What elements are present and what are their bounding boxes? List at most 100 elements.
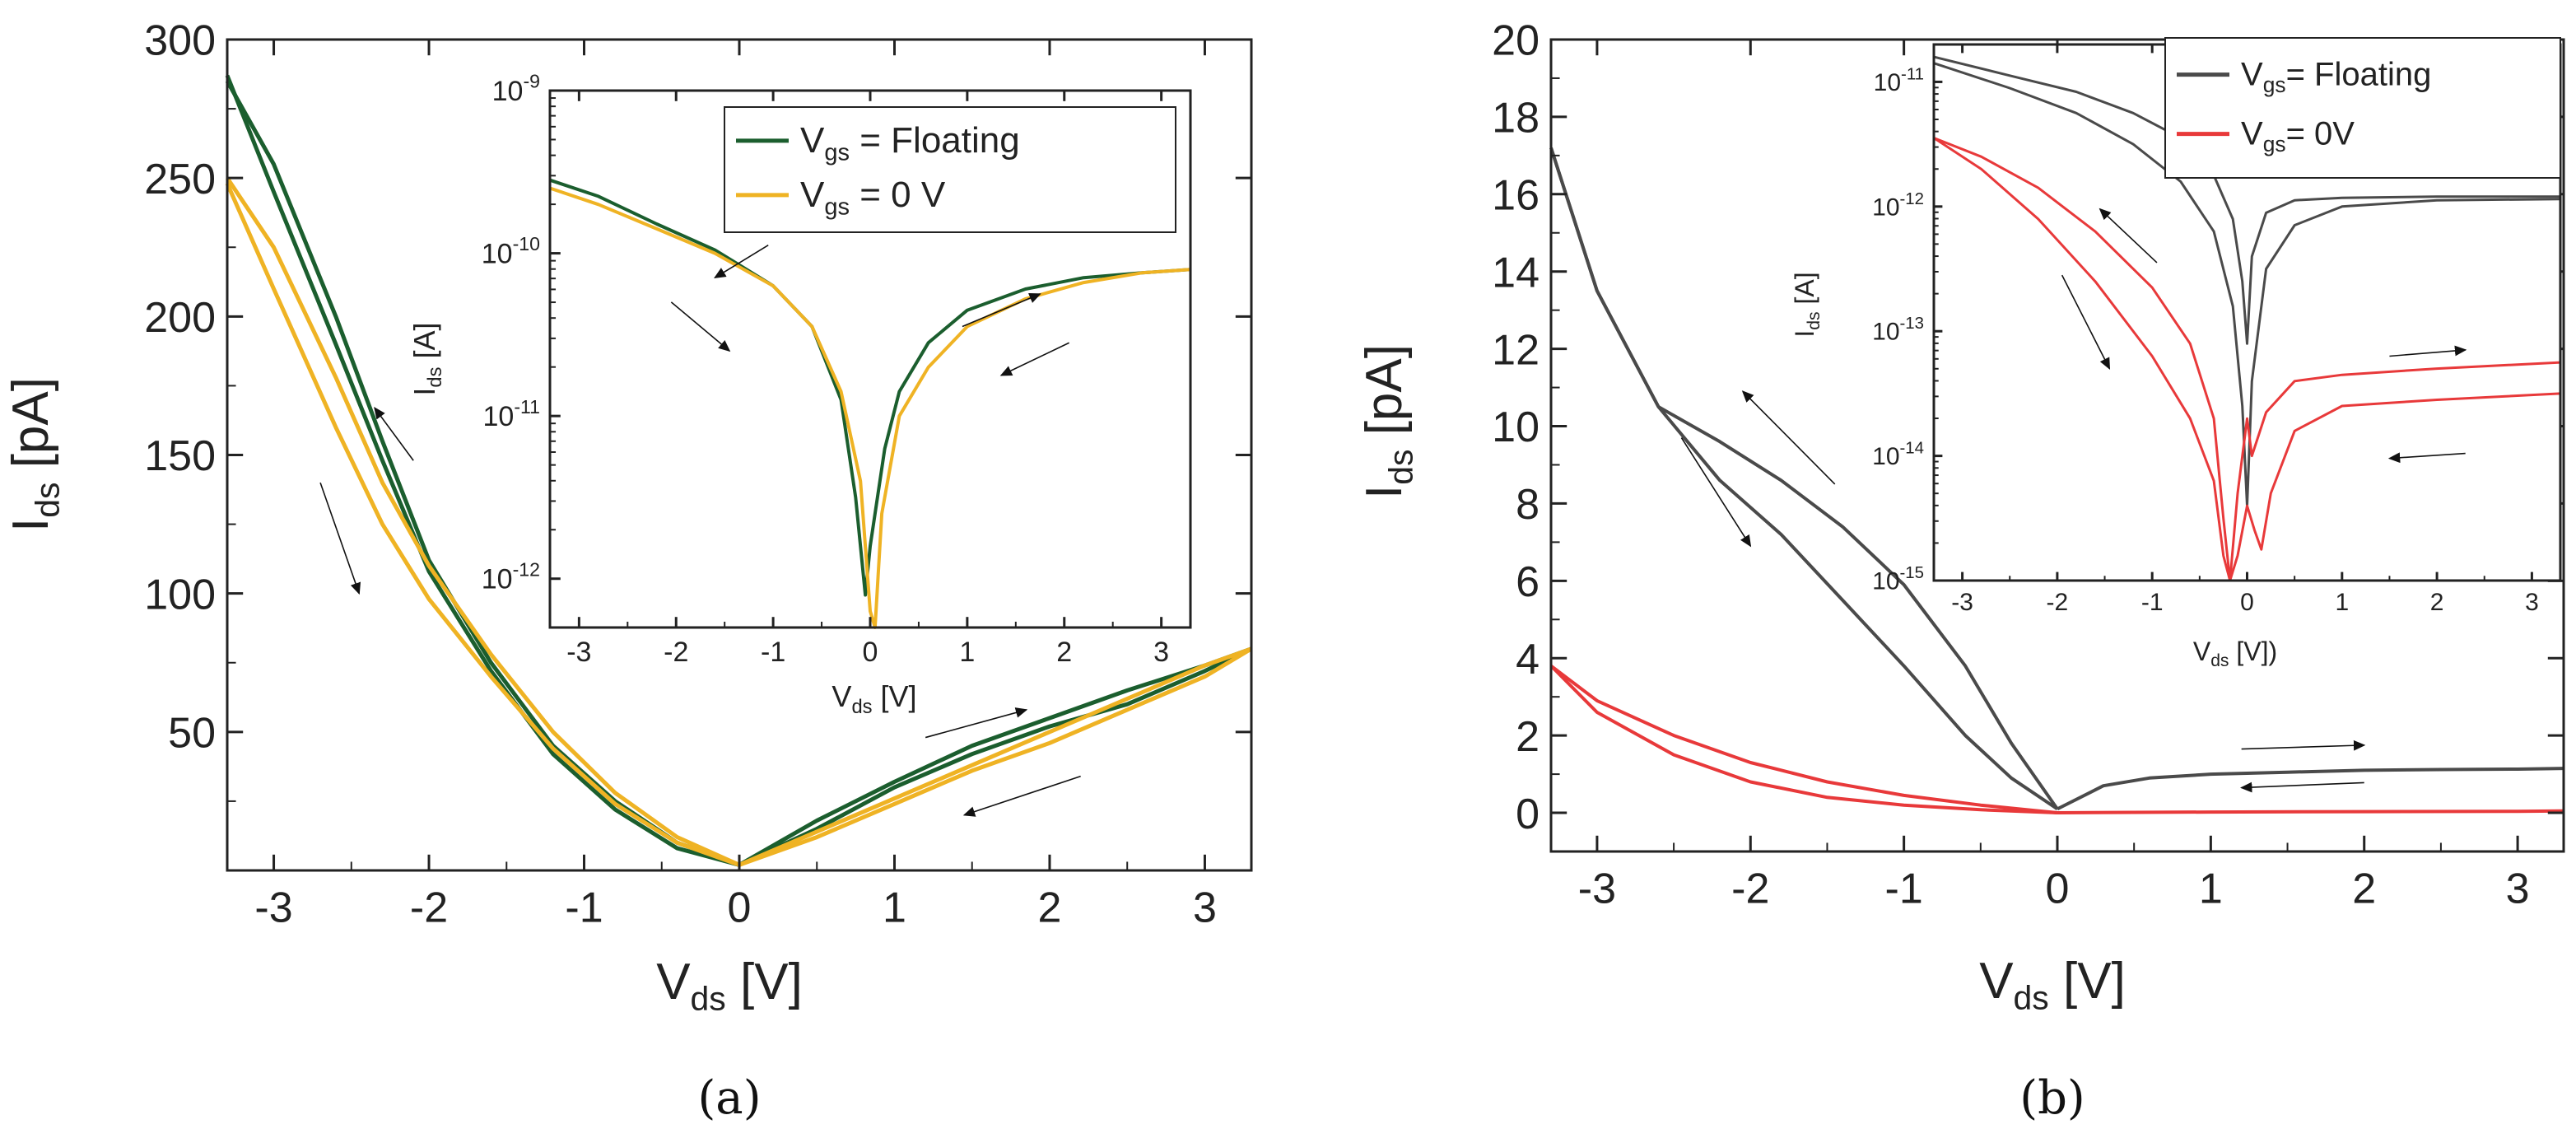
a-main-xtick-label-4: 1 <box>883 884 906 931</box>
b-main-xlabel-unit: [V] <box>2049 953 2126 1010</box>
a-inset-ylabel-unit: [A] <box>408 322 441 366</box>
a-main-arrow-3 <box>962 775 1081 817</box>
a-inset-xtick-label-4: 1 <box>959 637 975 668</box>
b-main-ytick-label-2: 4 <box>1516 636 1540 683</box>
b-main-ytick-label-6: 12 <box>1492 326 1540 374</box>
caption-a: (a) <box>697 1071 761 1125</box>
b-main-ytick-label-0: 0 <box>1516 791 1540 838</box>
a-inset-xlabel-sub: ds <box>851 696 872 718</box>
a-main-arrow-2 <box>925 707 1028 739</box>
a-main-xtick-label-0: -3 <box>254 884 292 931</box>
a-inset-ylabel-sub: ds <box>424 366 446 387</box>
b-main-xtick-label-2: -1 <box>1885 865 1923 912</box>
b-inset-ytick-exp-1: -14 <box>1900 440 1924 458</box>
a-inset-xtick-label-5: 2 <box>1056 637 1072 668</box>
a-main-xtick-label-1: -2 <box>410 884 448 931</box>
b-inset-ytick-exp-4: -11 <box>1901 65 1924 83</box>
b-main-ytick-label-4: 8 <box>1516 481 1540 529</box>
b-inset-ytick-exp-3: -12 <box>1900 190 1924 208</box>
a-main-series-3 <box>225 176 741 867</box>
b-main-series-1 <box>1549 147 2059 810</box>
a-inset-legend-main-0: V <box>800 120 825 161</box>
a-inset-arrow-0 <box>714 245 769 279</box>
a-inset-xtick-label-3: 0 <box>863 637 878 668</box>
b-inset-xlabel-sub: ds <box>2210 651 2229 670</box>
a-main-ytick-label-1: 100 <box>144 571 216 618</box>
a-inset-ytick-label-0: 10-12 <box>482 558 540 595</box>
a-main-ylabel-unit: [pA] <box>2 377 59 483</box>
a-inset-xlabel-unit: [V] <box>873 679 917 713</box>
a-inset-legend <box>724 106 1176 233</box>
b-main-xlabel-sub: ds <box>2014 979 2049 1017</box>
a-main-ylabel: Ids [pA] <box>2 377 67 532</box>
b-inset-xtick-label-2: -1 <box>2141 589 2164 616</box>
a-inset-ytick-exp-2: -10 <box>513 233 540 254</box>
a-inset-xtick-label-1: -2 <box>664 637 688 668</box>
a-inset-ytick-base-2: 10 <box>482 238 513 269</box>
a-inset-ylabel-main: I <box>408 388 441 396</box>
b-inset-ytick-base-0: 10 <box>1872 568 1899 595</box>
a-inset-ytick-base-1: 10 <box>482 401 514 432</box>
a-inset-legend-rest-1: = 0 V <box>850 175 946 215</box>
a-main-ylabel-sub: ds <box>29 483 67 518</box>
a-main-xlabel-unit: [V] <box>726 954 803 1010</box>
b-main-ytick-label-5: 10 <box>1492 404 1540 451</box>
b-main-xtick-label-0: -3 <box>1578 865 1616 912</box>
a-inset-xlabel: Vds [V] <box>831 679 916 718</box>
a-inset-xtick-label-6: 3 <box>1153 637 1169 668</box>
a-main-ytick-label-5: 300 <box>144 17 216 65</box>
a-inset-legend-sub-1: gs <box>824 194 850 221</box>
a-main-xlabel-sub: ds <box>691 980 726 1018</box>
a-inset-ytick-exp-1: -11 <box>514 396 540 418</box>
a-main-xtick-label-6: 3 <box>1193 884 1217 931</box>
a-main-series-0 <box>225 74 740 867</box>
b-inset-xlabel: Vds [V]) <box>2193 637 2277 670</box>
b-inset-xtick-label-4: 1 <box>2335 589 2349 616</box>
b-main-ylabel-main: I <box>1356 485 1413 499</box>
b-inset-ylabel-sub: ds <box>1805 311 1824 329</box>
a-main-xlabel: Vds [V] <box>656 954 803 1018</box>
a-main-xtick-label-2: -1 <box>565 884 603 931</box>
a-main-arrow-1 <box>319 482 361 595</box>
b-inset-arrow-3 <box>2387 452 2466 464</box>
b-inset-series-1 <box>1933 62 2561 507</box>
b-inset-ytick-label-0: 10-15 <box>1872 564 1924 595</box>
a-inset-ytick-label-2: 10-10 <box>482 233 540 269</box>
b-inset-series-0 <box>1933 55 2560 345</box>
b-main-ytick-label-9: 18 <box>1492 95 1540 142</box>
a-inset-ytick-base-3: 10 <box>492 76 524 107</box>
a-inset-xtick-label-0: -3 <box>566 637 591 668</box>
a-main-series-2 <box>225 182 740 867</box>
a-inset-ytick-label-1: 10-11 <box>482 396 540 432</box>
b-inset-xtick-label-0: -3 <box>1951 589 1973 616</box>
a-main-ytick-label-4: 250 <box>144 156 216 203</box>
a-inset-legend-rest-0: = Floating <box>850 120 1020 161</box>
a-inset-ytick-label-3: 10-9 <box>492 71 540 107</box>
b-main-ylabel: Ids [pA] <box>1356 344 1420 499</box>
b-main-xtick-label-1: -2 <box>1731 865 1769 912</box>
b-inset-ytick-exp-2: -13 <box>1900 315 1924 333</box>
b-main-series-5 <box>2057 809 2564 814</box>
b-inset-arrow-0 <box>2099 208 2158 264</box>
a-main-ytick-label-0: 50 <box>168 710 216 758</box>
a-main-xtick-label-5: 2 <box>1038 884 1062 931</box>
b-inset-xlabel-main: V <box>2193 637 2211 666</box>
a-inset-ytick-exp-0: -12 <box>513 558 540 580</box>
b-main-ytick-label-7: 14 <box>1492 249 1540 296</box>
b-inset-ytick-base-2: 10 <box>1872 319 1899 346</box>
b-inset-xlabel-unit: [V]) <box>2229 637 2277 666</box>
b-main-arrow-0 <box>1741 390 1836 485</box>
b-inset-ylabel: Ids [A] <box>1790 272 1824 337</box>
b-inset-xtick-label-6: 3 <box>2525 589 2539 616</box>
b-main-arrow-2 <box>2241 739 2366 751</box>
a-main-series-6 <box>738 646 1253 867</box>
b-inset-ytick-base-4: 10 <box>1874 69 1901 96</box>
a-inset-ytick-exp-3: -9 <box>523 71 540 92</box>
b-inset-legend-rest-0: = Floating <box>2286 56 2432 92</box>
a-inset-arrow-2 <box>962 293 1041 328</box>
